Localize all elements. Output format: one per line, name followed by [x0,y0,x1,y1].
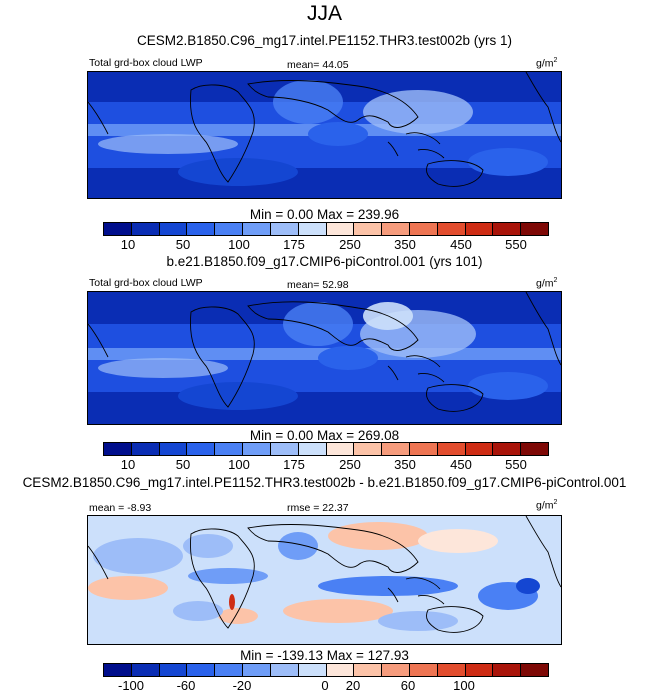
colorbar-tick-label: 100 [453,678,475,693]
colorbar-tick-label: 350 [394,457,416,472]
colorbar-swatch [409,223,438,235]
colorbar-swatch [187,443,216,455]
colorbar-swatch [326,443,355,455]
panel-1-case-title: CESM2.B1850.C96_mg17.intel.PE1152.THR3.t… [137,33,512,48]
panel-3-rmse-label: rmse = 22.37 [287,502,349,514]
colorbar-tick-label: 350 [394,237,416,252]
colorbar-swatch [465,223,494,235]
colorbar-tick-label: 10 [120,457,136,472]
colorbar-swatch [326,664,355,676]
colorbar-swatch [187,664,216,676]
colorbar-swatch [270,223,299,235]
season-title: JJA [306,2,342,25]
colorbar-swatch [354,223,383,235]
panel-1-units: g/m2 [536,57,558,70]
colorbar-swatch [521,443,548,455]
colorbar-tick-label: 550 [505,457,527,472]
colorbar-swatch [409,443,438,455]
panel-3-colorbar [103,663,549,677]
panel-3-case-title: CESM2.B1850.C96_mg17.intel.PE1152.THR3.t… [22,475,627,490]
colorbar-swatch [437,223,466,235]
panel-1-map [87,71,562,199]
panel-2-variable-label: Total grd-box cloud LWP [89,277,203,289]
colorbar-tick-label: 550 [505,237,527,252]
colorbar-tick-label: -60 [176,678,196,693]
colorbar-tick-label: 250 [339,237,361,252]
colorbar-swatch [270,664,299,676]
colorbar-tick-label: 50 [175,457,191,472]
colorbar-tick-label: 175 [283,237,305,252]
colorbar-tick-label: 450 [450,237,472,252]
colorbar-swatch [354,664,383,676]
panel-2-min-max: Min = 0.00 Max = 269.08 [249,428,400,443]
panel-2-colorbar [103,442,549,456]
colorbar-swatch [243,443,271,455]
colorbar-swatch [131,443,160,455]
colorbar-swatch [354,443,383,455]
colorbar-swatch [243,223,271,235]
panel-3-units: g/m2 [536,499,558,512]
colorbar-swatch [437,443,466,455]
panel-3-mean-label: mean = -8.93 [89,502,152,514]
colorbar-tick-label: 60 [400,678,416,693]
colorbar-tick-label: 100 [228,457,250,472]
colorbar-swatch [131,223,160,235]
colorbar-swatch [104,443,132,455]
colorbar-tick-label: 250 [339,457,361,472]
colorbar-swatch [465,664,494,676]
colorbar-tick-label: -100 [117,678,145,693]
panel-2-map [87,291,562,425]
panel-1-mean-label: mean= 44.05 [287,59,349,71]
colorbar-swatch [521,223,548,235]
colorbar-swatch [298,443,327,455]
colorbar-swatch [159,223,188,235]
panel-3-map [87,515,562,645]
colorbar-swatch [159,443,188,455]
colorbar-tick-label: 10 [120,237,136,252]
panel-3-min-max: Min = -139.13 Max = 127.93 [240,648,409,663]
colorbar-swatch [521,664,548,676]
colorbar-tick-label: 175 [283,457,305,472]
colorbar-swatch [270,443,299,455]
colorbar-swatch [215,443,244,455]
colorbar-swatch [326,223,355,235]
panel-1-colorbar [103,222,549,236]
colorbar-swatch [382,443,410,455]
colorbar-swatch [493,223,522,235]
colorbar-swatch [437,664,466,676]
colorbar-swatch [493,664,522,676]
colorbar-swatch [298,223,327,235]
colorbar-swatch [215,223,244,235]
panel-2-mean-label: mean= 52.98 [287,279,349,291]
colorbar-swatch [465,443,494,455]
panel-2-units: g/m2 [536,277,558,290]
panel-2-map-field [88,292,561,424]
panel-1-min-max: Min = 0.00 Max = 239.96 [249,207,400,222]
panel-1-variable-label: Total grd-box cloud LWP [89,57,203,69]
colorbar-swatch [187,223,216,235]
colorbar-tick-label: 450 [450,457,472,472]
colorbar-swatch [215,664,244,676]
colorbar-tick-label: -20 [232,678,252,693]
colorbar-swatch [298,664,327,676]
colorbar-tick-label: 20 [345,678,361,693]
colorbar-tick-label: 100 [228,237,250,252]
colorbar-swatch [493,443,522,455]
panel-1-map-field [88,72,561,198]
colorbar-tick-label: 50 [175,237,191,252]
colorbar-swatch [104,223,132,235]
colorbar-swatch [159,664,188,676]
colorbar-swatch [409,664,438,676]
colorbar-swatch [382,664,410,676]
colorbar-swatch [382,223,410,235]
colorbar-swatch [243,664,271,676]
colorbar-swatch [131,664,160,676]
panel-3-map-field [88,516,561,644]
colorbar-swatch [104,664,132,676]
colorbar-tick-label: 0 [321,678,329,693]
panel-2-case-title: b.e21.B1850.f09_g17.CMIP6-piControl.001 … [166,254,483,269]
